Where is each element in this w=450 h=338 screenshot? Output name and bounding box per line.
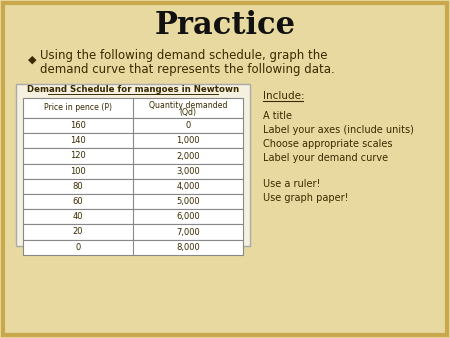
Bar (23, 179, 243, 194)
Text: Choose appropriate scales: Choose appropriate scales (263, 139, 392, 149)
Text: 6,000: 6,000 (176, 212, 200, 221)
Bar (23, 118, 243, 133)
Text: 160: 160 (70, 121, 86, 130)
FancyBboxPatch shape (3, 3, 447, 335)
Text: 7,000: 7,000 (176, 227, 200, 237)
Text: Use graph paper!: Use graph paper! (263, 193, 348, 203)
Bar (23, 164, 243, 179)
Text: 100: 100 (70, 167, 86, 176)
Bar (23, 133, 243, 148)
Text: 20: 20 (73, 227, 83, 237)
Bar (23, 98, 243, 118)
Text: 0: 0 (76, 243, 81, 252)
Bar (23, 209, 243, 224)
Text: Label your demand curve: Label your demand curve (263, 153, 388, 163)
Text: 0: 0 (185, 121, 191, 130)
Text: A title: A title (263, 111, 292, 121)
Text: Price in pence (P): Price in pence (P) (44, 103, 112, 113)
Text: 3,000: 3,000 (176, 167, 200, 176)
Text: Label your axes (include units): Label your axes (include units) (263, 125, 414, 135)
Text: 120: 120 (70, 151, 86, 161)
Text: ◆: ◆ (28, 55, 36, 65)
Text: 8,000: 8,000 (176, 243, 200, 252)
Text: Quantity demanded: Quantity demanded (149, 100, 227, 110)
Text: 140: 140 (70, 136, 86, 145)
Text: 2,000: 2,000 (176, 151, 200, 161)
Text: 80: 80 (73, 182, 83, 191)
Text: Demand Schedule for mangoes in Newtown: Demand Schedule for mangoes in Newtown (27, 86, 239, 95)
Text: Use a ruler!: Use a ruler! (263, 179, 320, 189)
Text: demand curve that represents the following data.: demand curve that represents the followi… (40, 63, 335, 75)
Text: 40: 40 (73, 212, 83, 221)
Text: 4,000: 4,000 (176, 182, 200, 191)
Bar (23, 224, 243, 240)
Bar (23, 148, 243, 164)
Text: (Qd): (Qd) (180, 107, 197, 117)
Text: 5,000: 5,000 (176, 197, 200, 206)
Text: 1,000: 1,000 (176, 136, 200, 145)
Text: Using the following demand schedule, graph the: Using the following demand schedule, gra… (40, 48, 328, 62)
Text: Practice: Practice (154, 10, 296, 42)
Bar (23, 240, 243, 255)
Text: 60: 60 (73, 197, 83, 206)
Bar (23, 194, 243, 209)
Text: Include:: Include: (263, 91, 305, 101)
FancyBboxPatch shape (16, 84, 250, 246)
